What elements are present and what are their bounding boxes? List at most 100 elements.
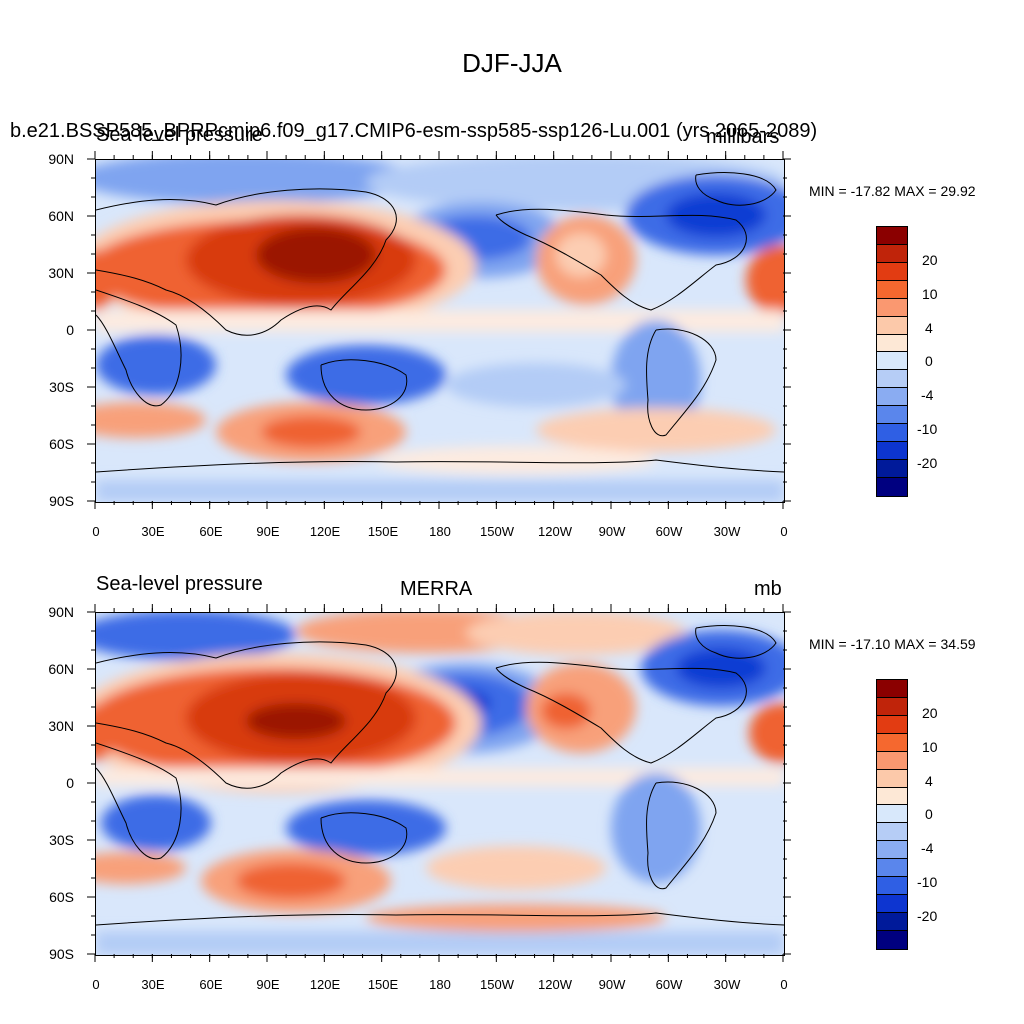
panel-2-lat-tick: 90N [48,604,74,620]
panel-1-lat-tick: 30N [48,265,74,281]
colorbar-swatch [877,859,907,878]
panel-1-lon-tick: 30E [141,524,165,539]
panel-2-lat-tick: 60N [48,661,74,677]
colorbar-swatch [877,406,907,425]
coastline-africa [96,742,182,860]
panel-2-lon-tick: 120E [309,977,341,992]
panel-2-lon-tick: 150E [367,977,399,992]
colorbar-swatch [877,697,907,716]
colorbar-swatch [877,370,907,389]
panel-2-minmax: MIN = -17.10 MAX = 34.59 [809,636,976,652]
coastline-africa [96,289,182,407]
panel-1-lon-tick: 120E [309,524,341,539]
panel-2-colorbar-label: 4 [925,773,933,789]
panel-1-case-string: b.e21.BSSP585_BPRPcmip6.f09_g17.CMIP6-es… [10,120,818,142]
panel-1-lon-tick: 150W [480,524,514,539]
panel-1-lon-tick: 30W [713,524,741,539]
panel-2-lon-tick: 0 [92,977,100,992]
panel-1-minmax: MIN = -17.82 MAX = 29.92 [809,183,976,199]
colorbar-swatch [877,280,907,299]
panel-2-lon-tick: 90W [598,977,626,992]
panel-2-lon-tick: 180 [429,977,451,992]
panel-1-colorbar-label: -4 [921,387,934,403]
panel-2-lon-tick: 30E [141,977,165,992]
colorbar-swatch [877,424,907,443]
panel-1-lat-tick: 90N [48,151,74,167]
colorbar-swatch [877,227,907,245]
panel-1-colorbar-label: -20 [917,455,938,471]
panel-2-lon-tick: 0 [780,977,788,992]
panel-1-lat-tick: 0 [66,322,74,338]
colorbar-swatch [877,877,907,896]
coastline-australia [320,812,408,864]
panel-1-lat-tick: 90S [49,493,74,509]
panel-1-lon-tick: 120W [538,524,572,539]
coastline-antarctica [96,912,784,926]
coastline-eurasia [96,188,397,336]
panel-2-lat-tick: 60S [49,889,74,905]
panel-2-lon-tick: 30W [713,977,741,992]
coastline-greenland [695,625,777,659]
panel-1-lat-tick: 60N [48,208,74,224]
colorbar-swatch [877,912,907,931]
colorbar-swatch [877,352,907,371]
panel-1-colorbar-label: 10 [922,286,938,302]
colorbar-swatch [877,715,907,734]
coastline-north-america [495,661,747,764]
coastline-south-america [646,781,717,890]
colorbar-swatch [877,895,907,913]
colorbar-swatch [877,388,907,407]
colorbar-swatch [877,334,907,353]
panel-2-lat-tick: 90S [49,946,74,962]
coastline-antarctica [96,459,784,473]
panel-2-lon-tick: 60E [199,977,223,992]
colorbar-swatch [877,805,907,824]
panel-2-lon-tick: 60W [655,977,683,992]
panel-2-colorbar-label: -20 [917,908,938,924]
colorbar-swatch [877,244,907,263]
panel-2-lon-tick: 90E [256,977,280,992]
panel-1-colorbar-label: 20 [922,252,938,268]
panel-2-colorbar-label: 10 [922,739,938,755]
coastline-south-america [646,328,717,437]
colorbar-swatch [877,823,907,842]
figure-title: DJF-JJA [462,48,562,78]
colorbar-swatch [877,477,907,496]
panel-2-field [96,613,784,955]
coastline-australia [320,359,408,411]
coastline-north-america [495,208,747,311]
colorbar-swatch [877,262,907,281]
panel-2-colorbar-label: 20 [922,705,938,721]
colorbar-swatch [877,442,907,460]
panel-2-map [95,612,785,956]
panel-2-center-string: MERRA [400,578,473,600]
coastline-greenland [695,172,777,206]
panel-2-lat-tick: 30S [49,832,74,848]
panel-2-lat-tick: 0 [66,775,74,791]
coastline-eurasia [96,641,397,789]
panel-1-lat-tick: 30S [49,379,74,395]
colorbar-swatch [877,298,907,317]
panel-1-colorbar-label: 4 [925,320,933,336]
panel-1-colorbar-label: 0 [925,353,933,369]
panel-1-colorbar-label: -10 [917,421,938,437]
panel-2-colorbar [876,679,908,950]
panel-2-lon-tick: 120W [538,977,572,992]
colorbar-swatch [877,769,907,788]
panel-1-lon-tick: 90E [256,524,280,539]
panel-1-lat-tick: 60S [49,436,74,452]
colorbar-swatch [877,930,907,949]
panel-1-colorbar [876,226,908,497]
panel-2-left-string: Sea-level pressure [96,573,263,595]
panel-1-lon-tick: 180 [429,524,451,539]
panel-2-colorbar-label: -10 [917,874,938,890]
colorbar-swatch [877,316,907,335]
panel-1-lon-tick: 150E [367,524,399,539]
panel-1-lon-tick: 60E [199,524,223,539]
panel-1-lon-tick: 60W [655,524,683,539]
panel-1-lon-tick: 0 [780,524,788,539]
colorbar-swatch [877,680,907,698]
colorbar-swatch [877,733,907,752]
panel-1-units: millibars [706,126,780,148]
